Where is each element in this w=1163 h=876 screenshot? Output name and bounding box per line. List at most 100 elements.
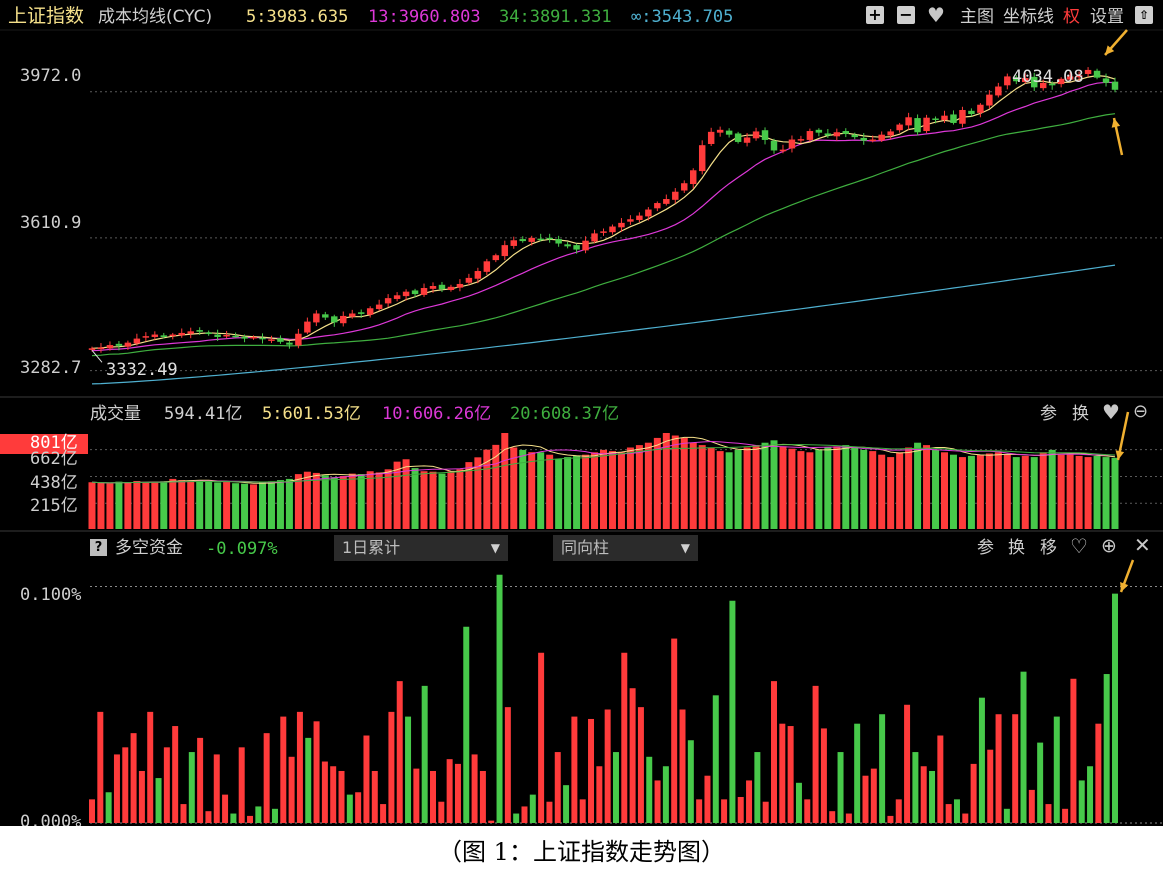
- fund-bar: [1112, 593, 1118, 823]
- volume-bar: [160, 481, 168, 529]
- volume-label: 成交量: [90, 404, 141, 424]
- candle-body: [286, 342, 293, 345]
- fund-bar: [238, 747, 245, 823]
- fund-bar: [1095, 723, 1102, 823]
- volume-bar: [124, 482, 132, 529]
- candle-body: [223, 334, 230, 337]
- indicator-name[interactable]: 成本均线(CYC): [98, 7, 213, 27]
- fund-bar: [1037, 742, 1044, 823]
- volume-bar: [285, 478, 293, 529]
- settings-button[interactable]: 设置: [1090, 7, 1124, 27]
- fund-tick-zero: 0.000%: [20, 812, 82, 826]
- zoom-in-icon[interactable]: ⊕: [1101, 535, 1117, 557]
- volume-bar: [1111, 457, 1119, 529]
- candle-body: [941, 115, 948, 121]
- fund-bar: [446, 759, 453, 823]
- volume-bar: [429, 471, 437, 529]
- volume-bar: [492, 444, 500, 529]
- volume-bar: [896, 452, 904, 529]
- fund-bar: [862, 775, 869, 823]
- fund-param-button[interactable]: 参: [977, 538, 994, 558]
- volume-bar: [232, 483, 240, 529]
- chart-frame: 上证指数 成本均线(CYC) 5:3983.635 13:3960.803 34…: [0, 0, 1163, 826]
- heart-icon[interactable]: ♥: [1102, 400, 1120, 424]
- volume-bar: [1003, 454, 1011, 529]
- candle-body: [1102, 78, 1110, 83]
- candle-body: [447, 286, 455, 291]
- volume-ma10: 10:606.26亿: [382, 404, 492, 424]
- axis-line-button[interactable]: 坐标线: [1003, 7, 1054, 27]
- candle-body: [259, 337, 266, 340]
- volume-switch-button[interactable]: 换: [1072, 404, 1089, 424]
- annotation-arrow-head: [1111, 118, 1121, 128]
- candle-body: [1048, 83, 1056, 86]
- candle-body: [88, 348, 96, 350]
- fund-bar: [937, 735, 944, 823]
- zoom-in-button[interactable]: +: [866, 6, 884, 24]
- fund-move-button[interactable]: 移: [1040, 538, 1057, 558]
- zoom-out-button[interactable]: −: [897, 6, 915, 24]
- volume-bar: [205, 481, 213, 529]
- chart-canvas[interactable]: [0, 0, 1163, 826]
- rights-button[interactable]: 权: [1063, 7, 1080, 27]
- fund-bar: [662, 766, 669, 823]
- period-select[interactable]: 1日累计 ▼: [334, 535, 508, 561]
- candle-body: [600, 231, 607, 233]
- close-icon[interactable]: ✕: [1134, 533, 1151, 557]
- candle-body: [1004, 76, 1011, 86]
- zoom-out-icon[interactable]: ⊖: [1133, 401, 1149, 422]
- volume-bar: [958, 457, 966, 529]
- style-select[interactable]: 同向柱 ▼: [553, 535, 698, 561]
- candle-body: [456, 283, 464, 288]
- fund-bar: [920, 766, 927, 823]
- fund-bar: [513, 813, 520, 823]
- candle-body: [564, 244, 571, 247]
- candle-body: [142, 336, 150, 338]
- volume-bar: [698, 445, 706, 529]
- fund-bar: [371, 770, 378, 823]
- fund-bar: [330, 766, 337, 823]
- fund-bar: [754, 752, 761, 823]
- fund-bar: [762, 801, 769, 823]
- candle-body: [214, 334, 221, 337]
- fund-bar: [729, 600, 736, 823]
- fund-switch-button[interactable]: 换: [1008, 538, 1025, 558]
- caret-down-icon: ▼: [490, 541, 500, 555]
- volume-bar: [420, 471, 428, 529]
- volume-bar: [321, 475, 329, 529]
- volume-bar: [779, 446, 787, 529]
- candle-body: [645, 209, 652, 217]
- fund-bar: [338, 770, 345, 823]
- period-select-value: 1日累计: [342, 538, 401, 557]
- main-chart-button[interactable]: 主图: [960, 7, 994, 27]
- volume-bar: [546, 454, 554, 529]
- maximize-button[interactable]: ⇧: [1135, 6, 1153, 24]
- volume-bar: [1048, 449, 1056, 529]
- candle-body: [851, 134, 858, 138]
- candle-body: [995, 86, 1002, 96]
- volume-param-button[interactable]: 参: [1040, 404, 1057, 424]
- fund-bar: [280, 716, 287, 823]
- candle-body: [672, 191, 679, 200]
- volume-bar: [519, 449, 527, 529]
- volume-bar: [653, 437, 661, 529]
- volume-bar: [97, 482, 105, 529]
- fund-bar: [305, 737, 312, 823]
- candle-body: [366, 308, 374, 315]
- fund-flow-value: -0.097%: [206, 539, 278, 559]
- fund-bar: [953, 799, 960, 823]
- fund-bar: [438, 801, 445, 823]
- candle-body: [1039, 82, 1047, 89]
- fund-bar: [496, 574, 503, 823]
- fund-bar: [1078, 780, 1085, 823]
- candle-body: [1075, 75, 1083, 78]
- volume-bar: [1057, 454, 1065, 529]
- ma13-value: 13:3960.803: [368, 7, 481, 27]
- help-icon[interactable]: ?: [90, 539, 107, 556]
- heart-outline-icon[interactable]: ♡: [1070, 534, 1088, 558]
- price-tick-high: 3972.0: [20, 66, 82, 86]
- volume-bar: [312, 472, 320, 529]
- heart-icon[interactable]: ♥: [927, 3, 945, 27]
- volume-bar: [626, 447, 634, 529]
- low-price-annotation: 3332.49: [106, 360, 178, 380]
